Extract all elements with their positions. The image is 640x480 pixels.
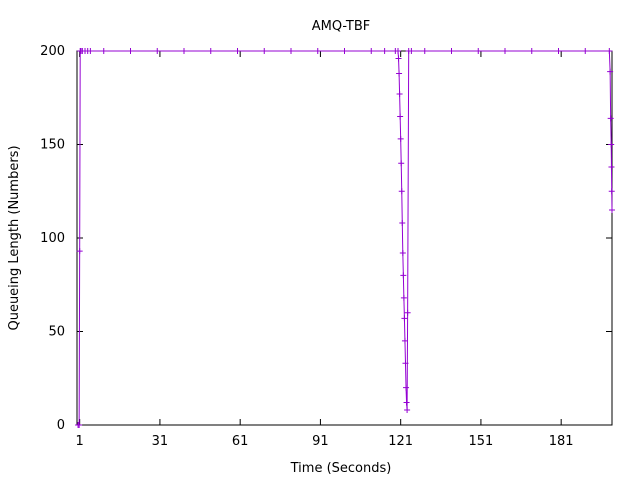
data-point bbox=[398, 160, 405, 167]
data-point bbox=[397, 135, 404, 142]
plot-frame bbox=[76, 50, 613, 426]
data-point bbox=[395, 48, 401, 54]
data-point bbox=[399, 249, 406, 256]
data-point bbox=[181, 48, 187, 54]
x-tick-label-6: 181 bbox=[549, 434, 574, 449]
data-point bbox=[607, 68, 614, 75]
data-point bbox=[401, 337, 408, 344]
data-point bbox=[395, 55, 402, 62]
y-tick-label-0: 0 bbox=[57, 418, 65, 433]
y-tick-label-3: 150 bbox=[40, 138, 65, 153]
x-axis: 1 31 61 91 121 151 181 bbox=[76, 51, 574, 449]
data-point bbox=[607, 115, 614, 122]
chart-title: AMQ-TBF bbox=[312, 19, 371, 34]
y-tick-label-4: 200 bbox=[40, 44, 65, 59]
data-point bbox=[400, 272, 407, 279]
data-point bbox=[288, 48, 294, 54]
data-point bbox=[403, 399, 410, 406]
data-point bbox=[396, 91, 403, 98]
data-point bbox=[582, 48, 589, 54]
data-point bbox=[404, 407, 411, 414]
data-point bbox=[381, 48, 388, 54]
data-point bbox=[76, 248, 83, 255]
x-tick-label-5: 151 bbox=[469, 434, 494, 449]
data-point bbox=[368, 48, 375, 54]
data-point bbox=[397, 113, 404, 120]
data-point bbox=[314, 48, 321, 54]
data-point bbox=[396, 70, 403, 77]
data-point bbox=[408, 48, 415, 54]
data-point bbox=[154, 48, 161, 54]
data-point bbox=[608, 163, 615, 170]
data-point bbox=[400, 294, 407, 301]
data-point bbox=[399, 220, 406, 227]
data-point bbox=[234, 48, 241, 54]
y-tick-label-2: 100 bbox=[40, 231, 65, 246]
data-point bbox=[528, 48, 535, 54]
x-tick-label-2: 61 bbox=[232, 434, 249, 449]
data-point bbox=[261, 48, 268, 54]
y-tick-label-1: 50 bbox=[48, 325, 65, 340]
x-axis-label: Time (Seconds) bbox=[290, 461, 392, 476]
data-point bbox=[404, 309, 411, 316]
data-point bbox=[403, 384, 410, 391]
data-point bbox=[475, 48, 482, 54]
series-markers-0 bbox=[75, 48, 615, 428]
data-point bbox=[555, 48, 562, 54]
data-point bbox=[606, 48, 613, 54]
data-point bbox=[127, 48, 134, 54]
data-point bbox=[448, 48, 455, 54]
data-point bbox=[398, 188, 405, 195]
data-point bbox=[421, 48, 428, 54]
x-tick-label-4: 121 bbox=[388, 434, 413, 449]
data-point bbox=[402, 360, 409, 367]
series-layer bbox=[75, 48, 615, 428]
series-line-0 bbox=[78, 50, 613, 426]
x-tick-label-3: 91 bbox=[312, 434, 329, 449]
x-tick-label-1: 31 bbox=[152, 434, 169, 449]
data-point bbox=[207, 48, 214, 54]
data-point bbox=[608, 141, 615, 148]
x-tick-label-0: 1 bbox=[76, 434, 84, 449]
data-point bbox=[76, 422, 83, 428]
data-point bbox=[502, 48, 508, 54]
y-axis: 0 50 100 150 200 bbox=[40, 44, 612, 433]
data-point bbox=[609, 206, 615, 213]
data-point bbox=[341, 48, 348, 54]
data-point bbox=[401, 315, 408, 322]
data-point bbox=[608, 188, 615, 195]
y-axis-label: Queueing Length (Numbers) bbox=[7, 145, 22, 330]
data-point bbox=[87, 48, 94, 54]
data-point bbox=[100, 48, 107, 54]
